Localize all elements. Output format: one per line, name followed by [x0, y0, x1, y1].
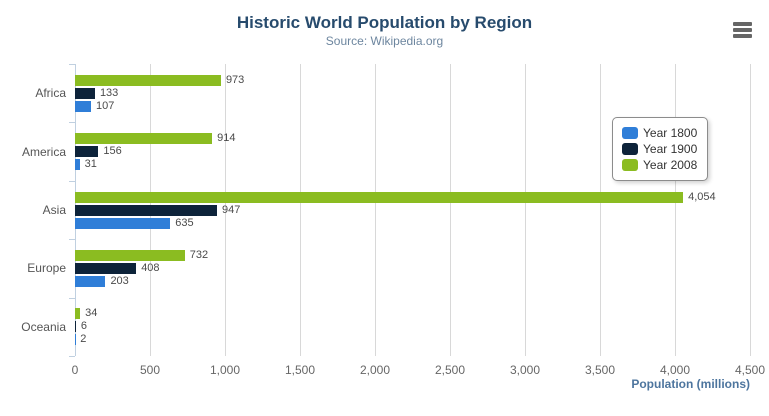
bar-row: 31	[75, 158, 97, 171]
bar[interactable]	[75, 146, 99, 158]
bar-row: 107	[75, 99, 115, 112]
bar-row: 408	[75, 261, 160, 274]
grid-line	[750, 64, 751, 356]
x-axis-tick-label: 2,000	[359, 363, 391, 377]
bar-row: 203	[75, 274, 129, 287]
bar-value-label: 203	[110, 274, 129, 287]
export-menu-button[interactable]	[733, 22, 753, 38]
category-axis-tick	[69, 356, 75, 357]
bar-row: 635	[75, 216, 194, 229]
hamburger-icon	[733, 28, 752, 32]
bar-row: 34	[75, 307, 98, 320]
bar-value-label: 947	[222, 203, 241, 216]
bar[interactable]	[75, 275, 106, 287]
bar[interactable]	[75, 249, 185, 261]
category-label: Oceania	[21, 319, 66, 334]
category-axis-tick	[69, 239, 75, 240]
x-axis-tick-label: 4,500	[734, 363, 766, 377]
x-axis-tick-label: 1,000	[209, 363, 241, 377]
x-axis-tick-label: 3,000	[509, 363, 541, 377]
bar-value-label: 31	[84, 158, 97, 171]
x-axis-tick-label: 1,500	[284, 363, 316, 377]
bar-value-label: 2	[80, 333, 87, 346]
chart-title: Historic World Population by Region	[236, 13, 533, 32]
bar[interactable]	[75, 321, 76, 333]
x-axis-tick-label: 0	[71, 363, 79, 377]
legend-item[interactable]: Year 2008	[622, 157, 697, 173]
bar-value-label: 4,054	[688, 190, 716, 203]
legend: Year 1800 Year 1900 Year 2008	[612, 117, 709, 181]
x-axis-title: Population (millions)	[631, 377, 750, 391]
bar-row: 914	[75, 132, 236, 145]
category-label: Asia	[42, 203, 66, 217]
category-label: Africa	[35, 86, 66, 101]
bar-row: 4,054	[75, 190, 716, 203]
category-label: Europe	[27, 261, 66, 276]
category-label: America	[21, 144, 66, 159]
grid-line	[225, 64, 226, 356]
legend-item[interactable]: Year 1800	[622, 125, 697, 141]
x-axis-tick-label: 3,500	[584, 363, 616, 377]
bar-row: 973	[75, 73, 245, 86]
bar-value-label: 6	[80, 320, 88, 333]
x-axis-tick-label: 500	[139, 363, 161, 377]
bar-row: 732	[75, 248, 209, 261]
bar-value-label: 635	[175, 216, 194, 229]
x-axis-tick-label: 2,500	[434, 363, 466, 377]
hamburger-icon	[733, 34, 752, 38]
category-axis-tick	[69, 298, 75, 299]
bar-row: 2	[75, 333, 87, 346]
grid-line	[525, 64, 526, 356]
legend-item-label: Year 1800	[643, 126, 698, 140]
grid-line	[675, 64, 676, 356]
bar[interactable]	[75, 308, 81, 320]
bar-row: 156	[75, 145, 122, 158]
bar-value-label: 408	[141, 261, 160, 274]
bar-value-label: 973	[225, 73, 245, 86]
bar-row: 133	[75, 86, 119, 99]
legend-swatch	[622, 159, 638, 171]
bar[interactable]	[75, 262, 137, 274]
legend-swatch	[622, 143, 638, 155]
legend-item-label: Year 2008	[643, 158, 698, 172]
legend-swatch	[622, 127, 638, 139]
x-axis-tick-label: 4,000	[659, 363, 691, 377]
bar-value-label: 732	[189, 248, 209, 261]
bar[interactable]	[75, 159, 80, 171]
grid-line	[450, 64, 451, 356]
grid-line	[600, 64, 601, 356]
bar[interactable]	[75, 204, 218, 216]
bar[interactable]	[75, 217, 171, 229]
chart-subtitle: Source: Wikipedia.org	[325, 34, 444, 48]
category-axis-tick	[69, 64, 75, 65]
bar[interactable]	[75, 100, 92, 112]
bar[interactable]	[75, 191, 684, 203]
bar-value-label: 156	[103, 145, 122, 158]
bar-value-label: 133	[99, 86, 119, 99]
hamburger-icon	[733, 22, 752, 26]
bar-row: 6	[75, 320, 88, 333]
bar-value-label: 34	[85, 307, 98, 320]
bar[interactable]	[75, 133, 213, 145]
bar[interactable]	[75, 87, 95, 99]
bar-row: 947	[75, 203, 241, 216]
grid-line	[375, 64, 376, 356]
legend-item[interactable]: Year 1900	[622, 141, 697, 157]
category-axis-tick	[69, 122, 75, 123]
bar[interactable]	[75, 74, 221, 86]
grid-line	[300, 64, 301, 356]
bar-value-label: 107	[96, 99, 115, 112]
bar-value-label: 914	[217, 132, 236, 145]
category-axis-tick	[69, 181, 75, 182]
legend-item-label: Year 1900	[643, 142, 698, 156]
